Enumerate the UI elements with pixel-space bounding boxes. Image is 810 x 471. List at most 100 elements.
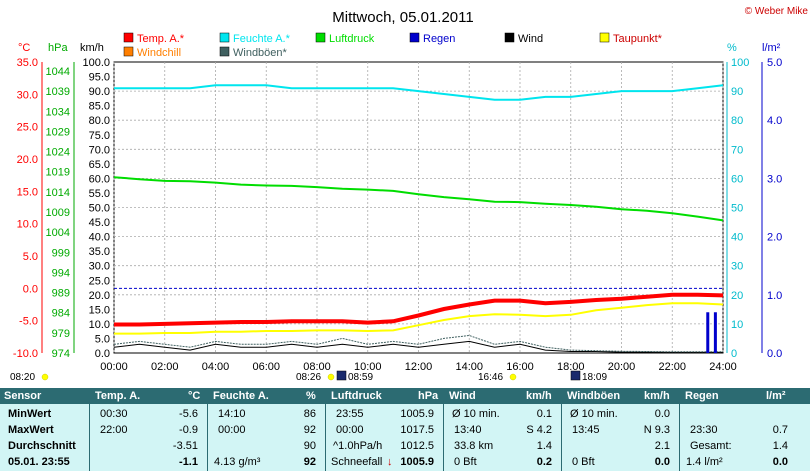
humidity-tick-label: 20 — [731, 290, 743, 302]
legend-label: Luftdruck — [329, 33, 375, 45]
wind-r3-value: 1.4 — [536, 440, 552, 452]
gust-r1-value: 0.0 — [654, 408, 670, 420]
row-label-now: 05.01. 23:55 — [8, 456, 70, 468]
temp-min-value: -5.6 — [179, 408, 198, 420]
wind-tick-label: 25.0 — [89, 275, 110, 287]
wind-r2-time: 13:40 — [454, 424, 482, 436]
weather-chart: Mittwoch, 05.01.2011 © Weber Mike Temp. … — [10, 6, 808, 383]
hdr-temp-unit: °C — [188, 390, 201, 402]
x-tick-label: 12:00 — [405, 361, 433, 373]
wind-now-value: 0.2 — [536, 456, 552, 468]
hdr-temp: Temp. A. — [95, 390, 141, 402]
hum-min-value: 86 — [303, 408, 316, 420]
pressure-tick-label: 989 — [52, 288, 70, 300]
x-tick-label: 20:00 — [608, 361, 636, 373]
wind-r3-run: 33.8 km — [454, 440, 494, 452]
legend-label: Wind — [518, 33, 543, 45]
event-time: 08:20 — [10, 372, 35, 383]
pressure-tick-label: 1004 — [46, 227, 70, 239]
pressure-axis-label: hPa — [48, 42, 68, 54]
pressure-tick-label: 1039 — [46, 86, 70, 98]
pressure-tick-label: 974 — [52, 348, 70, 360]
sun-moon-events: 08:20 08:26 08:59 16:46 18:09 — [10, 370, 607, 383]
wind-tick-label: 60.0 — [89, 173, 110, 185]
hdr-wind: Wind — [449, 390, 476, 402]
humidity-tick-label: 30 — [731, 261, 743, 273]
humidity-tick-label: 60 — [731, 173, 743, 185]
hdr-press-unit: hPa — [418, 390, 439, 402]
moon-icon — [570, 370, 581, 381]
humidity-tick-label: 0 — [731, 348, 737, 360]
wind-tick-label: 90.0 — [89, 86, 110, 98]
wind-tick-label: 20.0 — [89, 290, 110, 302]
sun-icon — [327, 373, 335, 381]
wind-tick-label: 0.0 — [95, 348, 110, 360]
x-tick-label: 06:00 — [252, 361, 280, 373]
event-time: 08:26 — [296, 372, 321, 383]
rain-tick-label: 2.0 — [767, 232, 782, 244]
pressure-tick-label: 984 — [52, 308, 70, 320]
humidity-tick-label: 90 — [731, 86, 743, 98]
series-line — [113, 334, 723, 353]
press-avg-value: 1012.5 — [400, 440, 434, 452]
press-max-value: 1017.5 — [400, 424, 434, 436]
rain-now-amount: 1.4 l/m² — [686, 456, 723, 468]
axis-ticks: 35.0 30.0 25.0 20.0 15.0 10.0 5.0 0.0 -5.0 -10.0 1… — [13, 57, 782, 373]
hum-avg-value: 90 — [303, 440, 316, 452]
rain-bar — [706, 312, 710, 353]
rain-tick-label: 1.0 — [767, 290, 782, 302]
legend-swatch — [219, 32, 230, 43]
gust-r2-time: 13:45 — [572, 424, 600, 436]
hdr-hum: Feuchte A. — [213, 390, 269, 402]
wind-tick-label: 35.0 — [89, 246, 110, 258]
wind-axis-label: km/h — [80, 42, 104, 54]
legend-label: Windchill — [137, 47, 181, 59]
press-now-value: 1005.9 — [400, 456, 434, 468]
rain-tick-label: 4.0 — [767, 115, 782, 127]
x-tick-label: 08:00 — [303, 361, 331, 373]
temp-min-time: 00:30 — [100, 408, 128, 420]
event-time: 08:59 — [348, 372, 373, 383]
row-label-avg: Durchschnitt — [8, 440, 76, 452]
pressure-tick-label: 1014 — [46, 187, 70, 199]
humidity-tick-label: 70 — [731, 144, 743, 156]
rain-r2-value: 0.7 — [772, 424, 788, 436]
x-tick-label: 16:00 — [506, 361, 534, 373]
legend-label: Taupunkt* — [613, 33, 663, 45]
rain-bar — [713, 312, 717, 353]
humidity-axis-label: % — [727, 42, 737, 54]
chart-title: Mittwoch, 05.01.2011 — [332, 9, 473, 26]
humidity-tick-label: 50 — [731, 203, 743, 215]
x-tick-label: 24:00 — [709, 361, 737, 373]
temp-tick-label: 10.0 — [17, 219, 38, 231]
hdr-rain-unit: l/m² — [766, 390, 786, 402]
x-tick-label: 02:00 — [151, 361, 179, 373]
wind-tick-label: 75.0 — [89, 130, 110, 142]
series-lines — [113, 84, 724, 353]
hum-now-value: 92 — [303, 456, 316, 468]
pressure-tick-label: 1034 — [46, 106, 70, 118]
wind-r1-label: Ø 10 min. — [452, 408, 500, 420]
legend-label: Temp. A.* — [137, 33, 185, 45]
event-time: 18:09 — [582, 372, 607, 383]
temp-tick-label: -10.0 — [13, 348, 38, 360]
grid — [113, 62, 724, 353]
hdr-wind-unit: km/h — [526, 390, 552, 402]
x-tick-label: 18:00 — [557, 361, 585, 373]
wind-tick-label: 40.0 — [89, 232, 110, 244]
legend-label: Feuchte A.* — [233, 33, 291, 45]
row-label-min: MinWert — [8, 408, 52, 420]
series-line — [114, 84, 724, 101]
rain-total-label: Gesamt: — [690, 440, 732, 452]
series-line — [113, 340, 723, 353]
pressure-tick-label: 1009 — [46, 207, 70, 219]
press-min-time: 23:55 — [336, 408, 364, 420]
wind-tick-label: 15.0 — [89, 304, 110, 316]
wind-r1-value: 0.1 — [536, 408, 552, 420]
rain-axis-label: l/m² — [762, 42, 781, 54]
x-tick-label: 22:00 — [658, 361, 686, 373]
temp-tick-label: 30.0 — [17, 89, 38, 101]
hdr-sensor: Sensor — [4, 390, 42, 402]
rain-total-value: 1.4 — [772, 440, 788, 452]
